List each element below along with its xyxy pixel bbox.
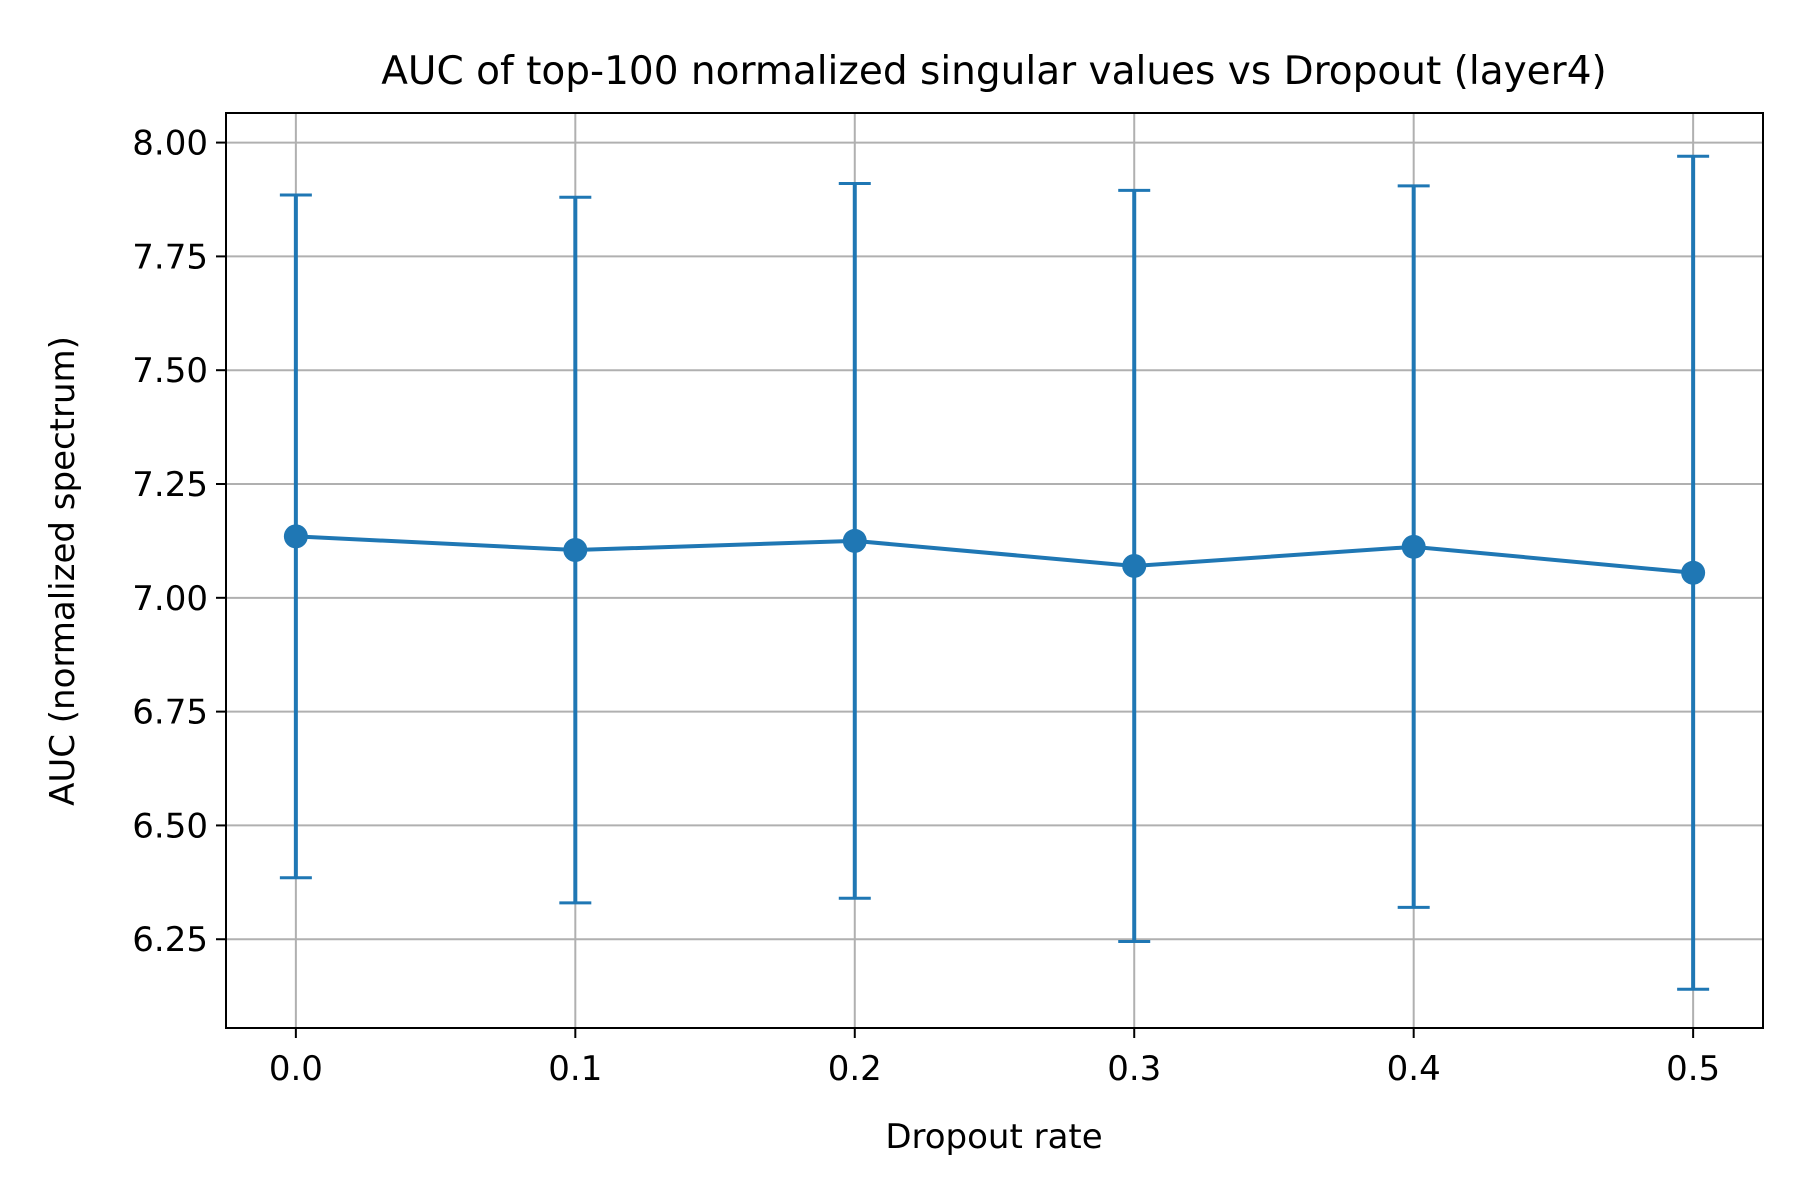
x-tick-label: 0.1 — [548, 1049, 602, 1089]
y-tick-label: 7.75 — [132, 237, 208, 277]
y-axis-label: AUC (normalized spectrum) — [43, 336, 83, 806]
y-tick-label: 7.50 — [132, 351, 208, 391]
data-point — [283, 524, 308, 549]
y-tick-label: 7.00 — [132, 579, 208, 619]
x-tick-label: 0.4 — [1387, 1049, 1441, 1089]
x-tick-label: 0.0 — [269, 1049, 323, 1089]
series-line — [295, 534, 1694, 575]
data-point — [842, 528, 867, 553]
data-point — [1122, 553, 1147, 578]
chart-title: AUC of top-100 normalized singular value… — [381, 49, 1607, 94]
y-tick-label: 7.25 — [132, 465, 208, 505]
y-tick-label: 8.00 — [132, 124, 208, 164]
data-point — [1681, 560, 1706, 585]
data-point — [1401, 534, 1426, 559]
axes-frame — [225, 112, 1764, 1029]
x-axis-label: Dropout rate — [885, 1117, 1102, 1157]
y-tick-label: 6.25 — [132, 920, 208, 960]
x-tick-label: 0.2 — [828, 1049, 882, 1089]
x-tick-label: 0.3 — [1107, 1049, 1161, 1089]
y-tick-label: 6.75 — [132, 693, 208, 733]
y-tick-label: 6.50 — [132, 806, 208, 846]
series-layer — [279, 154, 1710, 991]
ticks: 0.0 0.1 0.2 0.3 0.4 0.5 6.25 6.50 6.75 7.00 7.25 7.… — [132, 124, 1720, 1089]
data-point — [563, 538, 588, 563]
x-tick-label: 0.5 — [1666, 1049, 1720, 1089]
